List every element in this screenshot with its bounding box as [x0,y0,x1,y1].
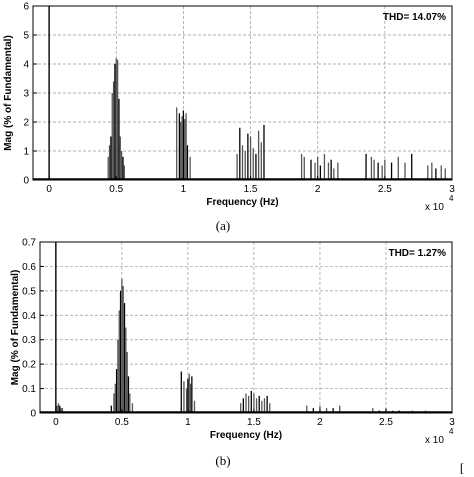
x-tick-label: 0 [46,184,52,195]
corner-mark: [ [460,460,464,475]
y-tick-label: 0 [23,176,29,187]
x-tick-label: 1.5 [244,184,258,195]
y-tick-label: 5 [23,31,29,42]
y-tick-label: 1 [23,147,29,158]
y-tick-label: 0.5 [22,286,36,297]
x-tick-label: 1 [181,184,187,195]
x-axis-label: Frequency (Hz) [206,197,278,208]
x-tick-label: 2 [315,184,321,195]
x-tick-label: 3 [449,417,455,428]
y-tick-label: 0.7 [22,238,36,249]
x-tick-label: 2.5 [378,184,392,195]
x-multiplier-label: x 10 [425,202,444,213]
x-tick-label: 2.5 [379,417,393,428]
y-tick-label: 4 [23,60,29,71]
x-multiplier-label: x 10 [425,435,444,446]
y-tick-label: 0.3 [22,335,36,346]
x-multiplier-exponent: 4 [449,194,454,203]
x-tick-label: 1 [185,417,191,428]
x-tick-label: 1.5 [247,417,261,428]
x-tick-label: 0.5 [109,184,123,195]
y-axis-label: Mag (% of Fundamental) [10,270,21,386]
plot-frame [39,241,453,414]
y-tick-label: 0.2 [22,360,36,371]
y-tick-label: 3 [23,89,29,100]
panel-label-a: (a) [216,218,230,233]
x-tick-label: 0 [53,417,59,428]
x-tick-label: 2 [317,417,323,428]
y-tick-label: 0 [30,409,36,420]
y-tick-label: 0.6 [22,262,36,273]
y-tick-label: 0.4 [22,311,36,322]
y-tick-label: 0.1 [22,384,36,395]
x-tick-label: 0.5 [115,417,129,428]
y-axis-label: Mag (% of Fundamental) [3,35,14,151]
panel-label-b: (b) [215,453,230,468]
chart-panel-b: 0 0.5 1 1.5 2 2.5 3 0 0.1 0.2 0.3 0.4 0.5 0.6 0.7 Frequ… [10,238,455,447]
x-axis-label: Frequency (Hz) [210,430,282,441]
y-tick-label: 2 [23,118,29,129]
y-tick-label: 6 [23,2,29,13]
x-multiplier-exponent: 4 [449,427,454,436]
thd-annotation: THD= 14.07% [383,12,446,23]
x-tick-label: 3 [449,184,455,195]
thd-annotation: THD= 1.27% [388,248,446,259]
